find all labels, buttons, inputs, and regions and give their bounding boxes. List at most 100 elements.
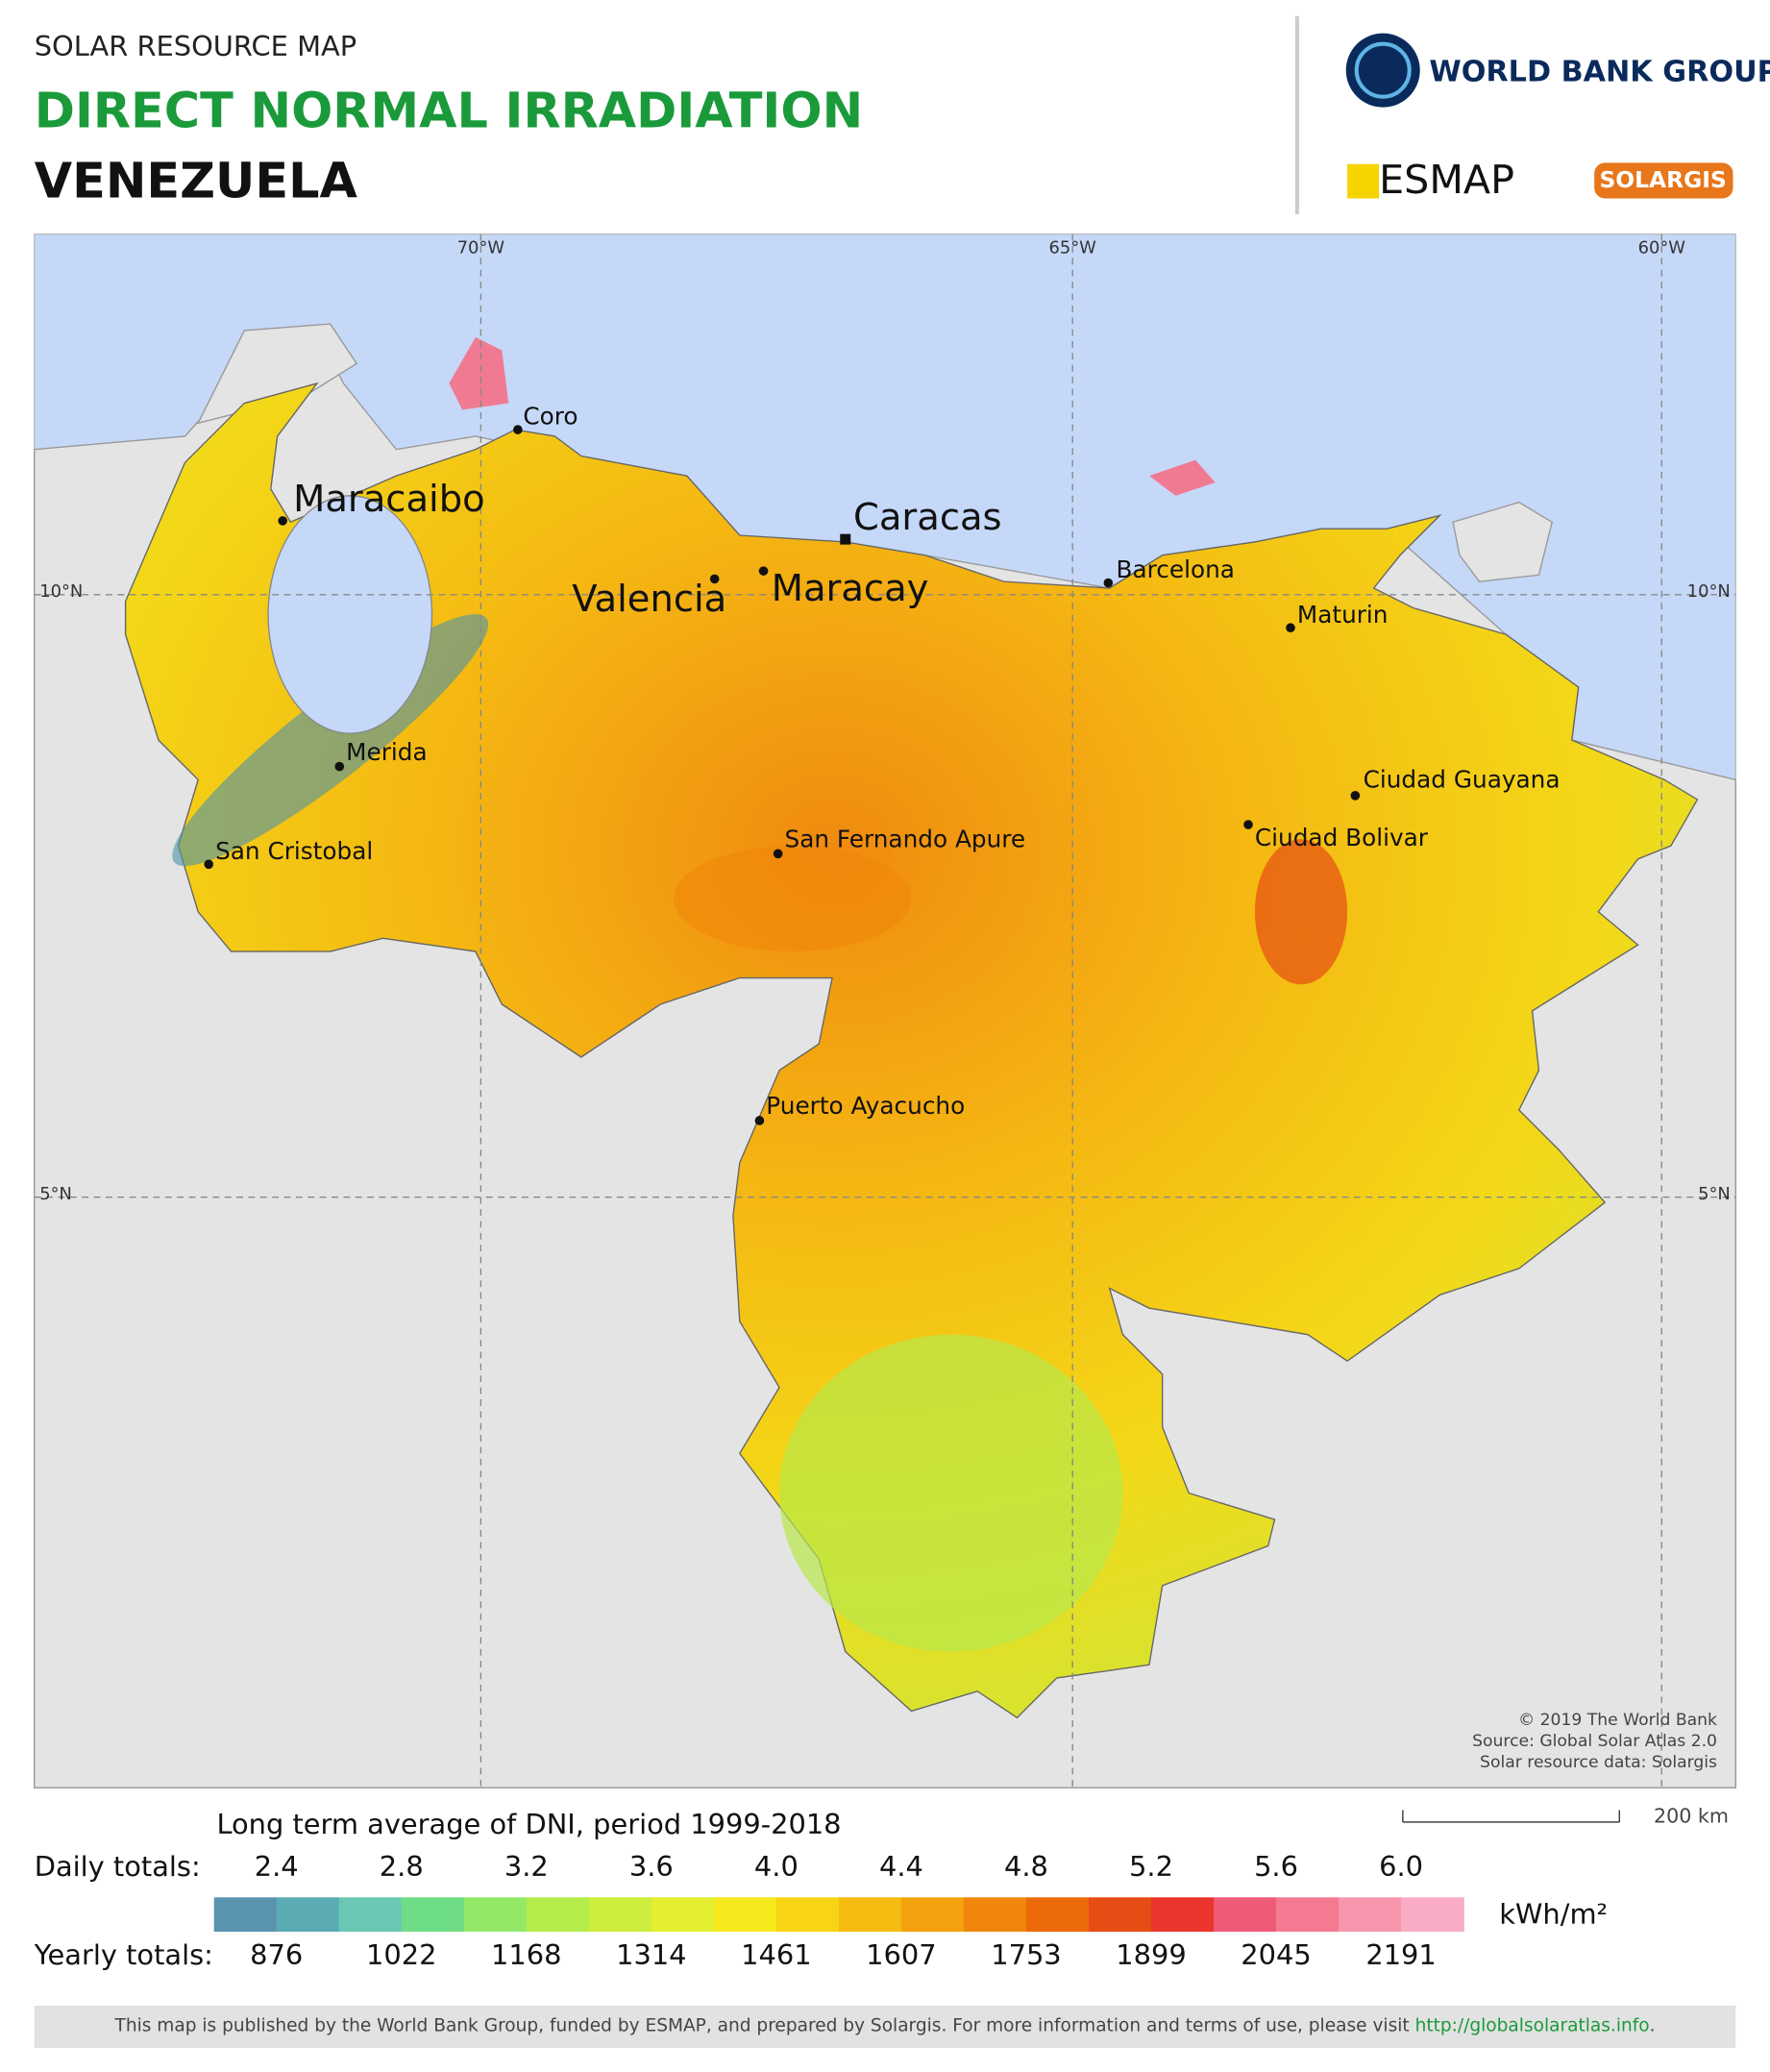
- city-label: Ciudad Guayana: [1364, 766, 1561, 794]
- unit: kWh/m²: [1499, 1898, 1608, 1931]
- solargis-badge: [1594, 162, 1733, 199]
- yearly-value: 1022: [366, 1938, 436, 1971]
- daily-value: 6.0: [1379, 1850, 1423, 1883]
- city-dot: [754, 1116, 765, 1125]
- yearly-value: 1899: [1116, 1938, 1186, 1971]
- city-label: Puerto Ayacucho: [766, 1092, 965, 1120]
- city-label: Maracaibo: [293, 478, 485, 521]
- legend-swatch: [900, 1897, 965, 1932]
- attribution: © 2019 The World Bank: [1518, 1711, 1717, 1730]
- footer-bg: [34, 2005, 1736, 2048]
- city-label: Merida: [346, 738, 427, 766]
- legend-swatch: [1025, 1897, 1090, 1932]
- city-dot: [1103, 578, 1114, 588]
- footer-text: This map is published by the World Bank …: [113, 2015, 1414, 2035]
- footer-link[interactable]: http://globalsolaratlas.info: [1415, 2015, 1650, 2035]
- shade-orange: [674, 846, 912, 952]
- longitude-label: 60°W: [1638, 238, 1686, 259]
- trinidad: [1452, 501, 1553, 582]
- legend-swatch: [775, 1897, 840, 1932]
- city-label: Caracas: [853, 496, 1002, 539]
- world-bank-text: WORLD BANK GROUP: [1429, 55, 1770, 88]
- daily-value: 2.8: [380, 1850, 424, 1883]
- daily-value: 4.4: [879, 1850, 923, 1883]
- longitude-label: 70°W: [457, 238, 505, 259]
- scale-label: 200 km: [1654, 1804, 1729, 1827]
- legend-swatch: [463, 1897, 528, 1932]
- yearly-value: 2045: [1241, 1938, 1311, 1971]
- city-dot: [334, 761, 345, 772]
- legend-swatch: [651, 1897, 715, 1932]
- city-dot: [773, 849, 783, 859]
- city-dot: [1243, 820, 1253, 829]
- shade-south: [779, 1334, 1123, 1652]
- yearly-value: 1753: [991, 1938, 1061, 1971]
- country: VENEZUELA: [35, 152, 358, 209]
- yearly-value: 2191: [1365, 1938, 1436, 1971]
- yearly-value: 1314: [616, 1938, 686, 1971]
- legend-swatch: [338, 1897, 403, 1932]
- capital-dot: [840, 533, 851, 545]
- city-label: San Cristobal: [215, 837, 373, 865]
- city-label: Coro: [523, 403, 578, 431]
- legend-swatch: [713, 1897, 777, 1932]
- latitude-label: 10°N: [39, 581, 83, 602]
- legend-swatch: [963, 1897, 1027, 1932]
- legend-swatch: [276, 1897, 340, 1932]
- legend-swatch: [401, 1897, 465, 1932]
- legend-swatch: [1214, 1897, 1277, 1932]
- title: DIRECT NORMAL IRRADIATION: [35, 83, 863, 139]
- city-dot: [204, 859, 214, 870]
- city-dot: [1286, 623, 1295, 633]
- footer-end: .: [1650, 2015, 1656, 2035]
- paraguana: [449, 336, 509, 410]
- solargis-text: SOLARGIS: [1599, 166, 1726, 193]
- legend-swatch: [588, 1897, 652, 1932]
- legend-swatch: [838, 1897, 902, 1932]
- latitude-label: 5°N: [39, 1184, 72, 1204]
- subtitle: SOLAR RESOURCE MAP: [35, 30, 356, 62]
- esmap-mark: [1347, 163, 1380, 199]
- daily-value: 3.6: [629, 1850, 674, 1883]
- yearly-value: 876: [250, 1938, 303, 1971]
- yearly-label: Yearly totals:: [34, 1938, 213, 1971]
- legend-swatch: [526, 1897, 590, 1932]
- city-label: Valencia: [572, 578, 726, 621]
- yearly-value: 1607: [866, 1938, 936, 1971]
- legend-swatch: [213, 1897, 278, 1932]
- legend-swatch: [1339, 1897, 1402, 1932]
- legend-swatch: [1150, 1897, 1215, 1932]
- shade-red: [1254, 839, 1348, 985]
- city-dot: [758, 566, 769, 576]
- world-bank-logo: WORLD BANK GROUP: [1345, 33, 1770, 108]
- daily-value: 4.0: [754, 1850, 799, 1883]
- daily-label: Daily totals:: [35, 1850, 201, 1883]
- city-label: Maturin: [1297, 601, 1389, 629]
- attribution: Solar resource data: Solargis: [1480, 1753, 1717, 1772]
- attribution: Source: Global Solar Atlas 2.0: [1472, 1732, 1717, 1751]
- margarita: [1148, 459, 1216, 496]
- city-dot: [513, 425, 523, 434]
- latitude-label: 10°N: [1687, 581, 1731, 602]
- daily-value: 4.8: [1004, 1850, 1048, 1883]
- latitude-label: 5°N: [1698, 1184, 1731, 1204]
- daily-value: 2.4: [255, 1850, 299, 1883]
- legend-swatch: [1088, 1897, 1152, 1932]
- daily-value: 3.2: [504, 1850, 549, 1883]
- daily-value: 5.2: [1129, 1850, 1173, 1883]
- city-label: Maracay: [772, 567, 929, 610]
- city-label: San Fernando Apure: [785, 826, 1026, 853]
- yearly-value: 1168: [491, 1938, 561, 1971]
- footer: This map is published by the World Bank …: [113, 2015, 1655, 2035]
- lake-maracaibo: [267, 495, 433, 734]
- map: 70°W 65°W 60°W 10°N 10°N 5°N 5°N Coro Maracaibo C…: [34, 233, 1736, 1788]
- daily-value: 5.6: [1254, 1850, 1298, 1883]
- city-label: Barcelona: [1117, 555, 1235, 583]
- esmap-text: ESMAP: [1379, 157, 1514, 203]
- city-label: Ciudad Bolivar: [1255, 824, 1429, 851]
- longitude-label: 65°W: [1049, 238, 1097, 259]
- yearly-value: 1461: [741, 1938, 811, 1971]
- city-dot: [709, 574, 720, 584]
- legend-title: Long term average of DNI, period 1999-20…: [216, 1808, 841, 1840]
